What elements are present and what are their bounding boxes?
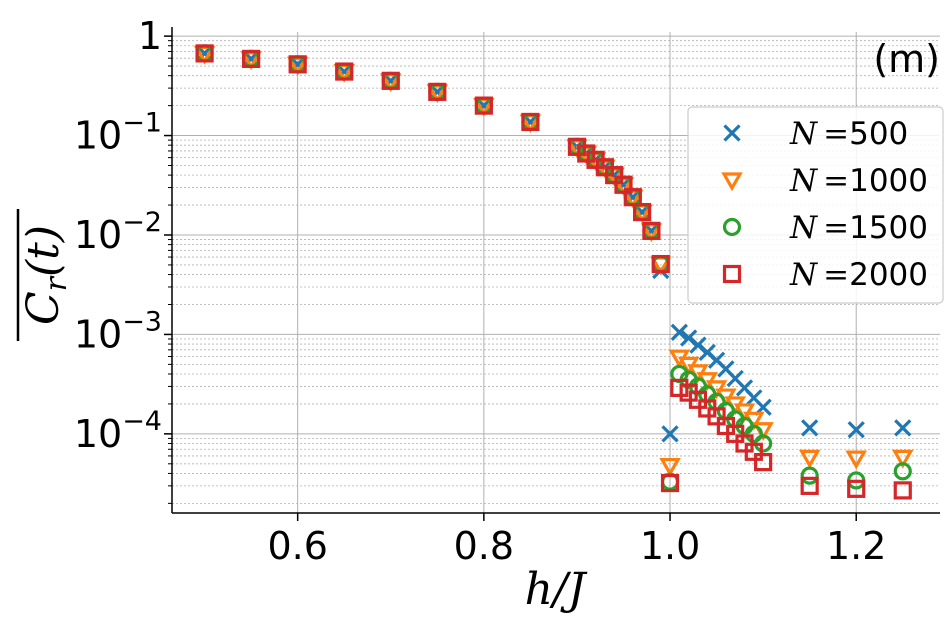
x-tick-label: 1.0 (640, 524, 700, 568)
legend-marker (721, 172, 743, 192)
data-point (744, 442, 763, 461)
data-point (661, 425, 679, 443)
legend-entry-1500: N =1500 (722, 210, 928, 246)
data-point (633, 202, 652, 222)
legend-entry-2000: N =2000 (722, 257, 928, 293)
data-point (474, 96, 493, 115)
data-point (847, 421, 865, 439)
data-point (893, 462, 912, 481)
data-point (670, 323, 688, 341)
y-tick-label: 10−3 (74, 306, 162, 356)
y-tick-label: 10−2 (74, 207, 162, 257)
data-point (521, 112, 540, 132)
y-tick-label: 1 (138, 14, 162, 58)
data-point (614, 175, 633, 194)
legend-entry-1000: N =1000 (721, 163, 928, 199)
x-tick-label: 0.8 (454, 524, 514, 568)
data-point (242, 49, 261, 69)
data-point (428, 82, 447, 101)
panel-label: (m) (873, 37, 940, 81)
y-axis-ticks: 1 10−1 10−2 10−3 10−4 (74, 14, 172, 504)
legend-entry-500: N =500 (723, 116, 908, 152)
data-point (893, 481, 912, 500)
svg-text:Cr(t): Cr(t) (18, 225, 74, 325)
data-point (659, 457, 681, 477)
legend-marker (722, 217, 742, 237)
data-point (892, 449, 914, 469)
data-point (800, 476, 819, 495)
y-axis-label-arg: (t) (18, 225, 69, 277)
data-point (642, 221, 661, 240)
data-point (660, 473, 680, 493)
data-point (894, 419, 912, 437)
x-tick-label: 1.2 (826, 524, 886, 568)
data-point (847, 479, 866, 498)
legend-label: N =1000 (789, 163, 928, 199)
legend-label: N =1500 (789, 210, 928, 246)
axes (171, 27, 940, 514)
data-point (800, 466, 819, 485)
legend-marker (723, 124, 741, 142)
data-point (195, 44, 214, 63)
data-point (623, 188, 642, 207)
data-point (670, 378, 689, 397)
data-point (754, 453, 773, 472)
y-tick-label: 10−4 (74, 406, 162, 456)
legend-marker (722, 264, 742, 284)
legend-frame (687, 106, 944, 304)
data-point (288, 55, 307, 74)
legend-label: N =2000 (789, 257, 928, 293)
x-axis-label: h/J (525, 564, 588, 615)
series-2000 (195, 44, 912, 500)
data-point (798, 449, 821, 469)
data-point (845, 450, 867, 470)
data-point (381, 71, 400, 90)
y-axis-label-sub: r (39, 275, 74, 291)
data-point (726, 424, 745, 443)
y-axis-label-main: C (18, 291, 69, 325)
legend-label: N =500 (789, 116, 908, 152)
data-point (744, 424, 763, 443)
y-tick-label: 10−1 (74, 108, 162, 158)
data-point (801, 419, 819, 437)
data-point (651, 254, 670, 274)
data-point (605, 166, 624, 185)
y-axis-label: Cr(t) (16, 209, 74, 341)
data-points (193, 44, 914, 500)
x-axis-ticks: 0.6 0.8 1.0 1.2 (267, 513, 886, 568)
data-point (335, 62, 354, 81)
x-tick-label: 0.6 (267, 524, 327, 568)
legend: N =500 N =1000 N =1500 N =2000 (687, 106, 944, 304)
data-point (707, 407, 726, 426)
